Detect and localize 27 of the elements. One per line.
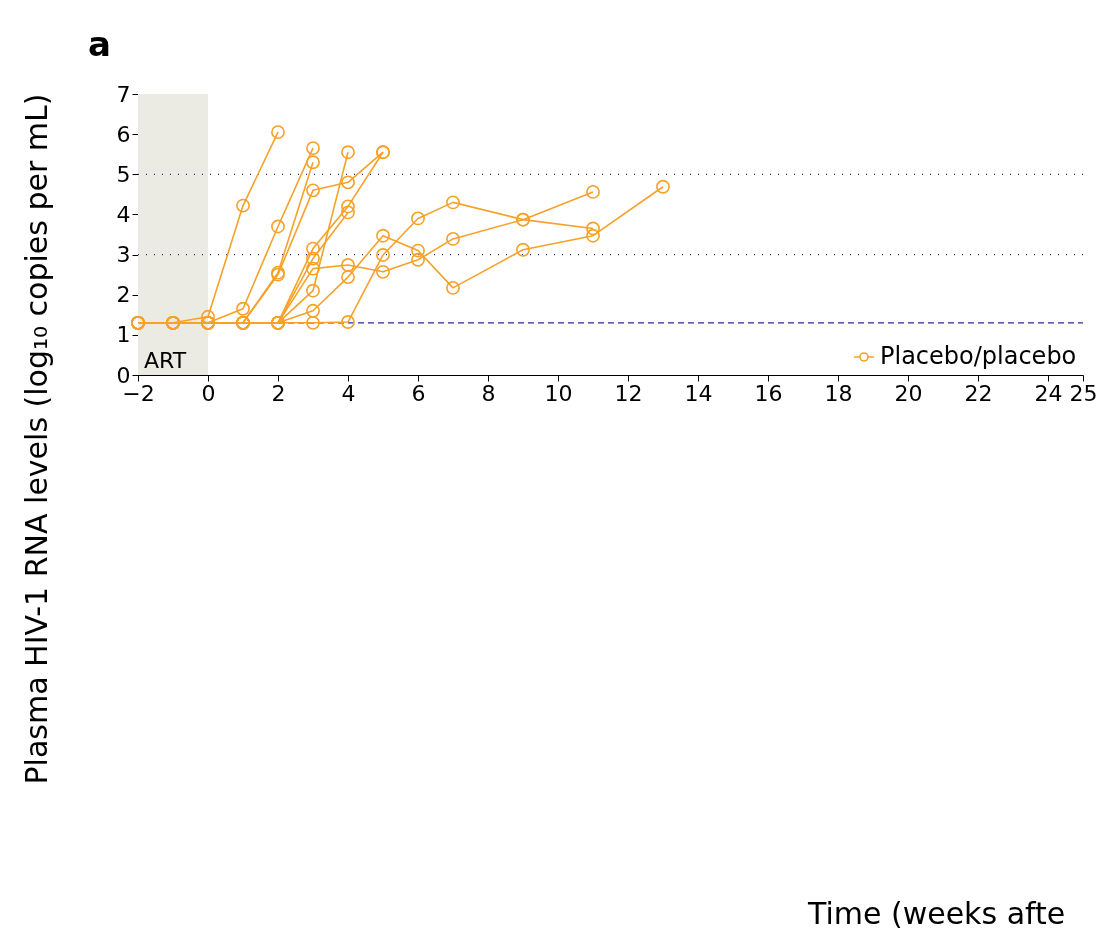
text: a (88, 24, 111, 64)
x-tick-label: 12 (614, 380, 643, 406)
x-tick-label: 24 (1034, 380, 1063, 406)
y-tick-label: 6 (116, 121, 131, 147)
y-axis-title: Plasma HIV-1 RNA levels (log₁₀ copies per mL) (19, 93, 54, 785)
y-tick-label: 7 (116, 81, 131, 107)
x-tick-label: 16 (754, 380, 783, 406)
x-tick-label: 6 (411, 380, 426, 406)
x-tick-label: 25 (1069, 380, 1098, 406)
legend-label: Placebo/placebo (880, 342, 1077, 370)
y-tick-label: 5 (116, 161, 131, 187)
x-tick-label: 4 (341, 380, 356, 406)
x-tick-label: 22 (964, 380, 993, 406)
y-tick-label: 1 (116, 322, 131, 348)
band-label: ART (144, 348, 187, 373)
x-tick-label: 20 (894, 380, 923, 406)
text: Time (weeks afte (807, 896, 1066, 931)
x-tick-label: 10 (544, 380, 573, 406)
y-tick-label: 2 (116, 282, 131, 308)
x-tick-label: 18 (824, 380, 853, 406)
x-tick-label: 14 (684, 380, 713, 406)
y-tick-label: 0 (116, 362, 131, 388)
x-tick-label: 0 (201, 380, 216, 406)
x-tick-label: 8 (481, 380, 496, 406)
y-tick-label: 4 (116, 201, 131, 227)
x-tick-label: 2 (271, 380, 286, 406)
y-tick-label: 3 (116, 242, 131, 268)
